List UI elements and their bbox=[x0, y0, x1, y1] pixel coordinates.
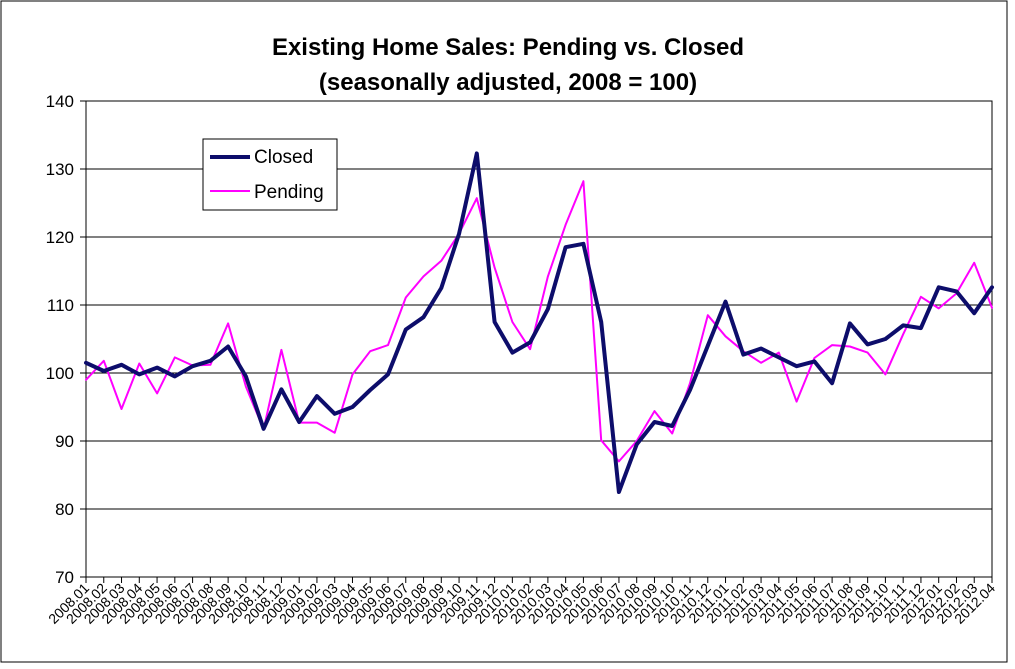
y-tick-label: 130 bbox=[46, 160, 74, 179]
y-tick-label: 100 bbox=[46, 364, 74, 383]
legend-box bbox=[202, 138, 338, 211]
legend: Closed Pending bbox=[202, 138, 338, 211]
series-line-closed bbox=[84, 151, 994, 494]
y-tick-label: 70 bbox=[55, 568, 74, 587]
y-axis-ticks: 70 80 90 100 110 120 130 140 bbox=[46, 92, 86, 587]
legend-pending-label: Pending bbox=[254, 182, 324, 203]
legend-closed-label: Closed bbox=[254, 147, 313, 168]
chart-subtitle: (seasonally adjusted, 2008 = 100) bbox=[319, 69, 697, 96]
y-tick-label: 120 bbox=[46, 228, 74, 247]
y-tick-label: 90 bbox=[55, 432, 74, 451]
chart-title: Existing Home Sales: Pending vs. Closed bbox=[272, 34, 744, 61]
y-tick-label: 80 bbox=[55, 500, 74, 519]
x-axis-ticks: 2008.012008.022008.032008.042008.052008.… bbox=[45, 577, 998, 627]
y-tick-label: 140 bbox=[46, 92, 74, 111]
y-tick-label: 110 bbox=[47, 296, 74, 315]
series-line-pending bbox=[85, 180, 993, 463]
series-lines bbox=[84, 151, 994, 494]
